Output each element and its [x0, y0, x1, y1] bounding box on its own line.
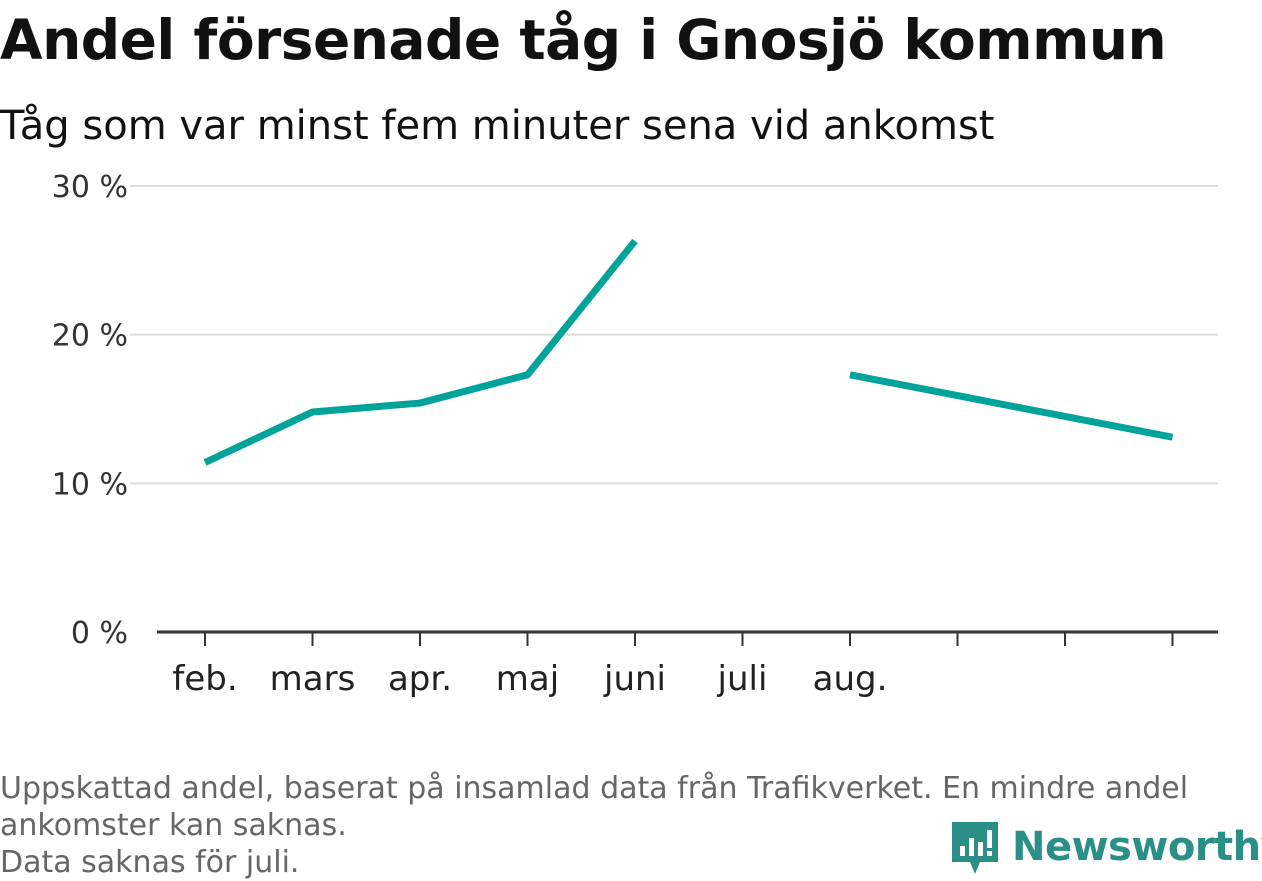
brand-name: Newsworthy	[1012, 824, 1262, 870]
series-line-segment-1	[849, 371, 1174, 441]
source-note-line-1: Uppskattad andel, baserat på insamlad da…	[0, 771, 1189, 806]
x-axis-ticks: feb. mars apr. maj juni juli aug.	[172, 632, 1174, 699]
source-note-line-3: Data saknas för juli.	[0, 845, 300, 880]
x-tick-label-6: aug.	[813, 659, 888, 699]
source-note-line-2: ankomster kan saknas.	[0, 808, 347, 843]
y-tick-label-1: 10 %	[52, 467, 128, 502]
brand-logo: Newsworthy	[950, 818, 1262, 876]
x-tick-label-2: apr.	[388, 659, 452, 699]
y-tick-label-3: 30 %	[52, 170, 128, 205]
grid-lines	[130, 185, 1218, 485]
x-tick-label-4: juni	[603, 659, 666, 699]
y-axis-ticks: 0 % 10 % 20 % 30 %	[52, 170, 128, 651]
x-tick-label-1: mars	[270, 659, 356, 699]
chart-subtitle: Tåg som var minst fem minuter sena vid a…	[0, 103, 995, 149]
newsworthy-logo-icon	[952, 822, 998, 874]
y-tick-label-2: 20 %	[52, 319, 128, 354]
series-lines	[203, 238, 1174, 466]
x-tick-label-0: feb.	[172, 659, 237, 699]
x-tick-label-5: juli	[717, 659, 768, 699]
chart-title: Andel försenade tåg i Gnosjö kommun	[0, 8, 1167, 72]
source-note: Uppskattad andel, baserat på insamlad da…	[0, 770, 1250, 881]
line-chart: 0 % 10 % 20 % 30 % feb. mars apr. maj juni juli a…	[52, 170, 1218, 699]
series-line-segment-0	[203, 238, 638, 466]
y-tick-label-0: 0 %	[71, 616, 128, 651]
x-tick-label-3: maj	[496, 659, 559, 699]
